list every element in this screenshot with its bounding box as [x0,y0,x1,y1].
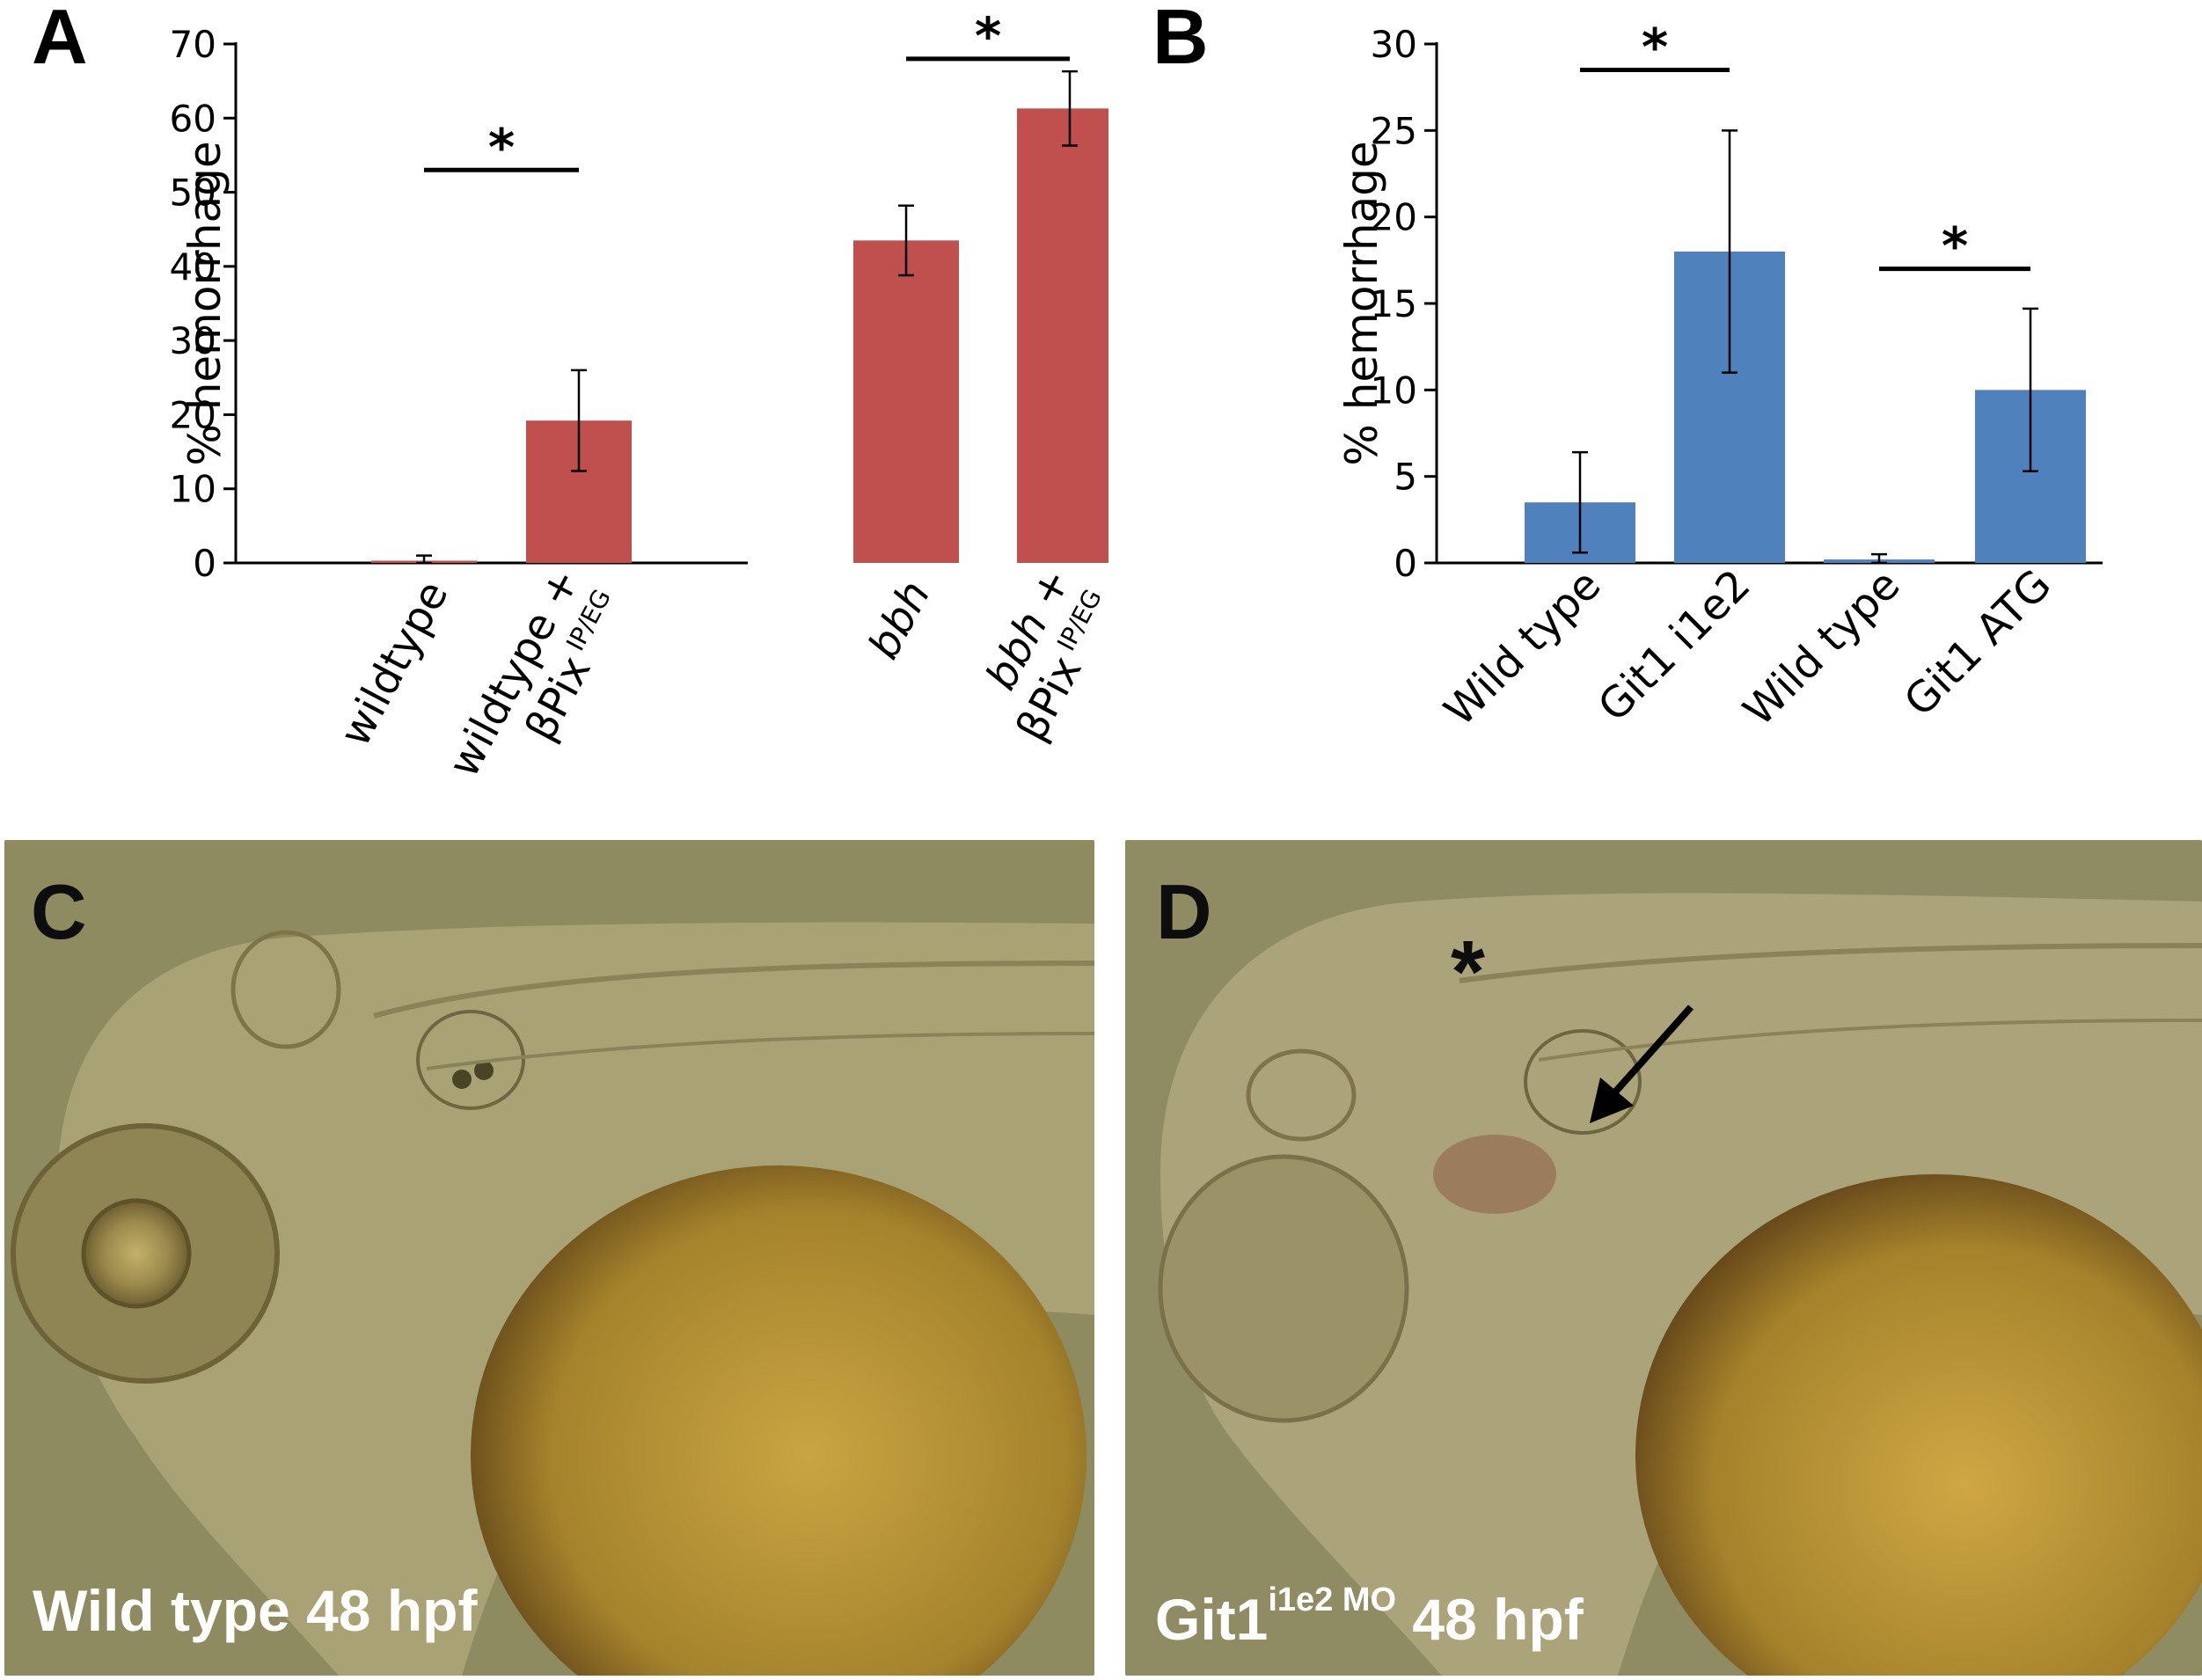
panel-d-letter: D [1156,868,1212,955]
micrograph-wild-type: C Wild type 48 hpf [4,840,1094,1676]
category-label: Git1 i1e2 [1589,560,1760,732]
category-label-group: Git1 ATG [1895,560,2061,727]
hemorrhage-arrow-head [1590,1077,1634,1123]
y-tick-label: 25 [1371,109,1417,152]
y-tick-label: 30 [170,319,216,362]
y-tick-label: 10 [1371,369,1417,412]
y-tick-label: 5 [1394,456,1417,499]
bar [853,240,959,563]
category-label: Wild type [1435,560,1610,735]
significance-marker: * [975,6,1001,66]
edema-asterisk: * [1451,923,1485,1021]
y-axis-label: % hemorrhage [179,141,230,465]
micrograph-git1-morphant: D * Git1i1e2 MO 48 hpf [1125,840,2202,1676]
y-tick-label: 20 [1371,196,1417,239]
panel-d-caption: Git1i1e2 MO 48 hpf [1155,1583,1584,1648]
category-label: Git1 ATG [1895,560,2061,727]
embryo-git1-morphant-image [1125,840,2202,1676]
caption-superscript: i1e2 MO [1268,1581,1397,1618]
caption-gene: Git1 [1155,1587,1269,1652]
y-tick-label: 60 [170,97,216,140]
y-tick-label: 50 [170,172,216,215]
category-label-group: Wild type [1435,560,1610,735]
category-label: Wild type [1734,560,1909,735]
category-label-group: Git1 i1e2 [1589,560,1760,732]
y-tick-label: 40 [170,245,216,289]
y-tick-label: 0 [1394,542,1417,585]
y-tick-label: 30 [1371,23,1417,66]
y-tick-label: 0 [193,542,216,585]
panel-b-letter: B [1152,0,1209,80]
hemorrhage-arrow-shaft [1602,1004,1694,1107]
bar [1017,108,1108,564]
panel-a-letter: A [32,0,88,80]
category-label-group: Wild type [1734,560,1909,735]
y-tick-label: 15 [1371,282,1417,325]
embryo-wild-type-image [4,840,1094,1676]
panel-c-caption: Wild type 48 hpf [33,1578,478,1643]
significance-marker: * [1642,18,1668,77]
y-tick-label: 20 [170,393,216,436]
significance-marker: * [488,117,515,177]
panel-c-letter: C [31,868,87,955]
y-axis-label: % hemorrhage [1336,141,1387,465]
caption-stage: 48 hpf [1396,1587,1584,1652]
significance-marker: * [1942,216,1968,276]
y-tick-label: 70 [170,23,216,66]
y-tick-label: 10 [170,468,216,511]
